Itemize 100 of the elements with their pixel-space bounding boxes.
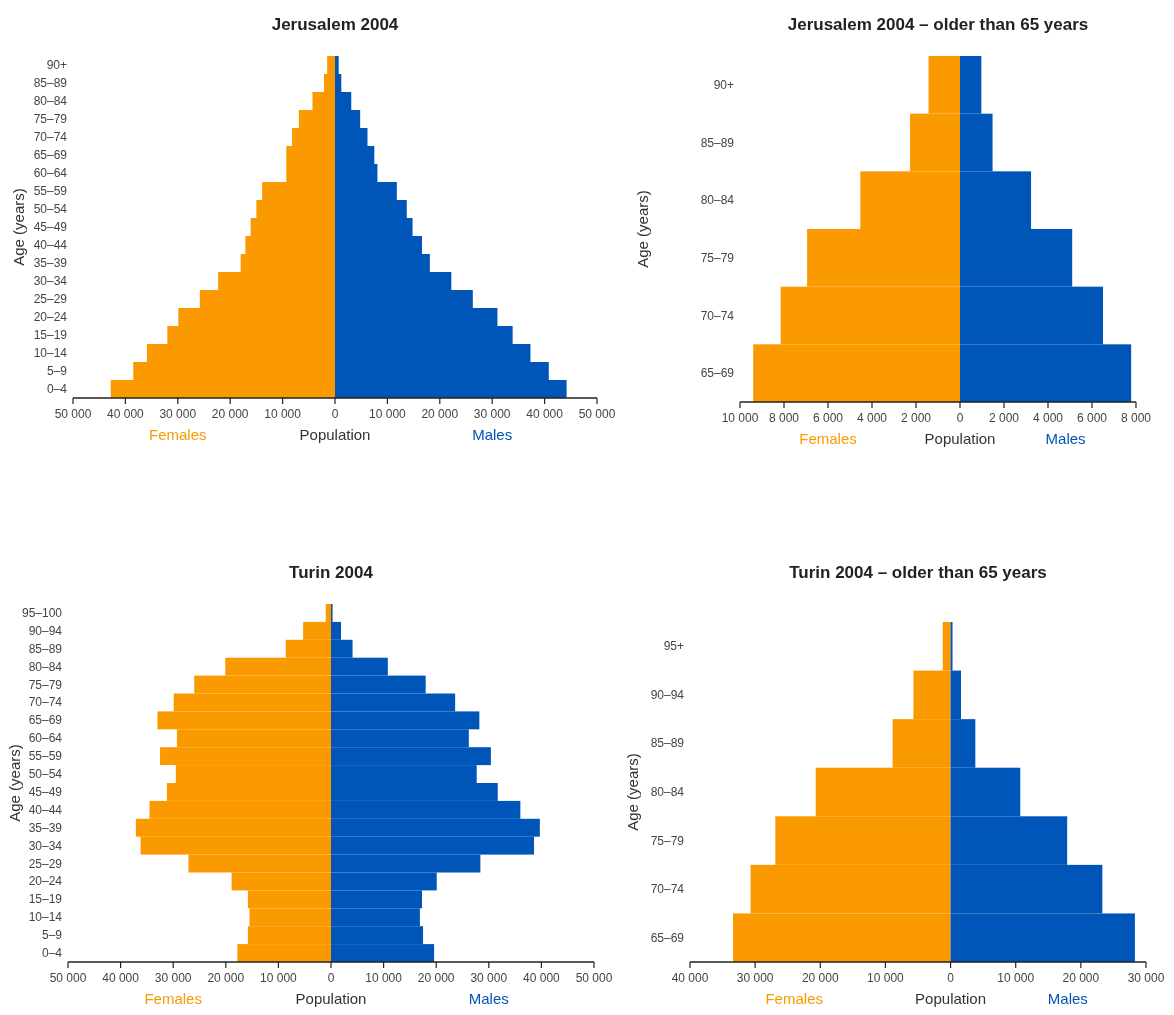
x-tick-label: 20 000 [801,971,839,985]
y-tick-label: 65–69 [700,366,735,381]
y-tick-label: 90+ [46,58,67,72]
y-tick-label: 80–84 [33,94,68,108]
x-axis-title: Population [915,990,987,1007]
y-tick-label: 25–29 [33,292,68,306]
y-tick-label: 85–89 [650,736,685,751]
x-tick-label: 40 000 [523,971,561,985]
x-tick-label: 4 000 [856,411,888,425]
series-label: Males [1047,990,1088,1007]
y-tick-label: 80–84 [700,193,735,208]
x-tick-label: 8 000 [1120,411,1152,425]
y-tick-label: 20–24 [33,310,68,324]
y-tick-label: 85–89 [28,641,63,656]
x-tick-label: 10 000 [721,411,759,425]
y-tick-label: 45–49 [33,220,68,234]
series-label: Males [1045,430,1086,447]
chart-title: Jerusalem 2004 – older than 65 years [787,15,1089,34]
x-tick-label: 6 000 [1076,411,1108,425]
x-tick-label: 30 000 [470,971,508,985]
x-tick-label: 50 000 [54,407,92,421]
x-tick-label: 2 000 [900,411,932,425]
x-tick-label: 50 000 [49,971,87,985]
y-tick-label: 75–79 [28,677,63,692]
y-tick-label: 75–79 [700,250,735,265]
series-label: Females [149,426,207,443]
x-tick-label: 40 000 [102,971,140,985]
x-tick-label: 10 000 [260,971,298,985]
x-tick-label: 50 000 [575,971,613,985]
x-tick-label: 8 000 [768,411,800,425]
y-tick-label: 10–14 [33,346,68,360]
x-tick-label: 30 000 [736,971,774,985]
x-tick-label: 30 000 [473,407,511,421]
y-tick-label: 30–34 [28,838,63,853]
series-label: Females [765,990,823,1007]
x-axis-title: Population [924,430,996,447]
y-tick-label: 90+ [713,77,734,92]
x-tick-label: 10 000 [867,971,905,985]
chart-title: Turin 2004 – older than 65 years [789,563,1047,582]
y-tick-label: 80–84 [650,785,685,799]
x-tick-label: 10 000 [264,407,302,421]
x-tick-label: 10 000 [369,407,407,421]
y-tick-label: 95+ [663,639,684,654]
x-tick-label: 10 000 [365,971,403,985]
x-tick-label: 20 000 [417,971,455,985]
x-tick-label: 20 000 [211,407,249,421]
y-tick-label: 0–4 [46,382,68,396]
x-tick-label: 0 [327,971,335,985]
y-axis-title: Age (years) [10,188,27,266]
y-tick-label: 5–9 [41,928,63,943]
y-tick-label: 40–44 [33,238,68,252]
y-tick-label: 45–49 [28,784,63,799]
x-tick-label: 2 000 [988,411,1020,425]
chart-title: Jerusalem 2004 [271,15,399,34]
y-axis-title: Age (years) [624,753,641,831]
y-tick-label: 35–39 [33,256,68,270]
x-tick-label: 0 [956,411,964,425]
x-tick-label: 0 [947,971,955,985]
y-tick-label: 60–64 [33,166,68,180]
x-tick-label: 20 000 [421,407,459,421]
y-tick-label: 60–64 [28,731,63,746]
y-tick-label: 30–34 [33,274,68,288]
x-tick-label: 30 000 [159,407,197,421]
y-tick-label: 15–19 [33,328,68,342]
x-tick-label: 0 [331,407,339,421]
y-tick-label: 65–69 [28,713,63,728]
y-tick-label: 50–54 [28,767,63,782]
x-axis-title: Population [295,990,367,1007]
y-tick-label: 80–84 [28,659,63,674]
y-tick-label: 70–74 [700,308,735,323]
y-tick-label: 70–74 [33,130,68,144]
y-tick-label: 85–89 [700,135,735,150]
y-tick-label: 50–54 [33,202,68,216]
x-tick-label: 40 000 [107,407,145,421]
y-tick-label: 85–89 [33,76,68,90]
x-tick-label: 30 000 [154,971,192,985]
y-tick-label: 0–4 [41,946,63,961]
y-tick-label: 25–29 [28,856,63,871]
y-tick-label: 10–14 [28,910,63,925]
text: Females [144,990,202,1007]
x-tick-label: 6 000 [812,411,844,425]
y-tick-label: 70–74 [28,695,63,710]
y-tick-label: 35–39 [28,820,63,835]
x-tick-label: 10 000 [997,971,1035,985]
y-tick-label: 20–24 [28,874,63,889]
y-tick-label: 75–79 [33,112,68,126]
x-tick-label: 50 000 [578,407,616,421]
x-tick-label: 40 000 [671,971,709,985]
y-tick-label: 55–59 [28,749,63,764]
chart-title: Turin 2004 [289,563,374,582]
x-axis-title: Population [299,426,371,443]
y-tick-label: 95–100 [21,605,63,620]
x-tick-label: 20 000 [1062,971,1100,985]
y-tick-label: 15–19 [28,892,63,907]
x-tick-label: 30 000 [1127,971,1165,985]
y-tick-label: 90–94 [650,687,685,702]
y-tick-label: 90–94 [28,623,63,638]
series-label: Females [799,430,857,447]
y-axis-title: Age (years) [634,190,651,268]
x-tick-label: 20 000 [207,971,245,985]
